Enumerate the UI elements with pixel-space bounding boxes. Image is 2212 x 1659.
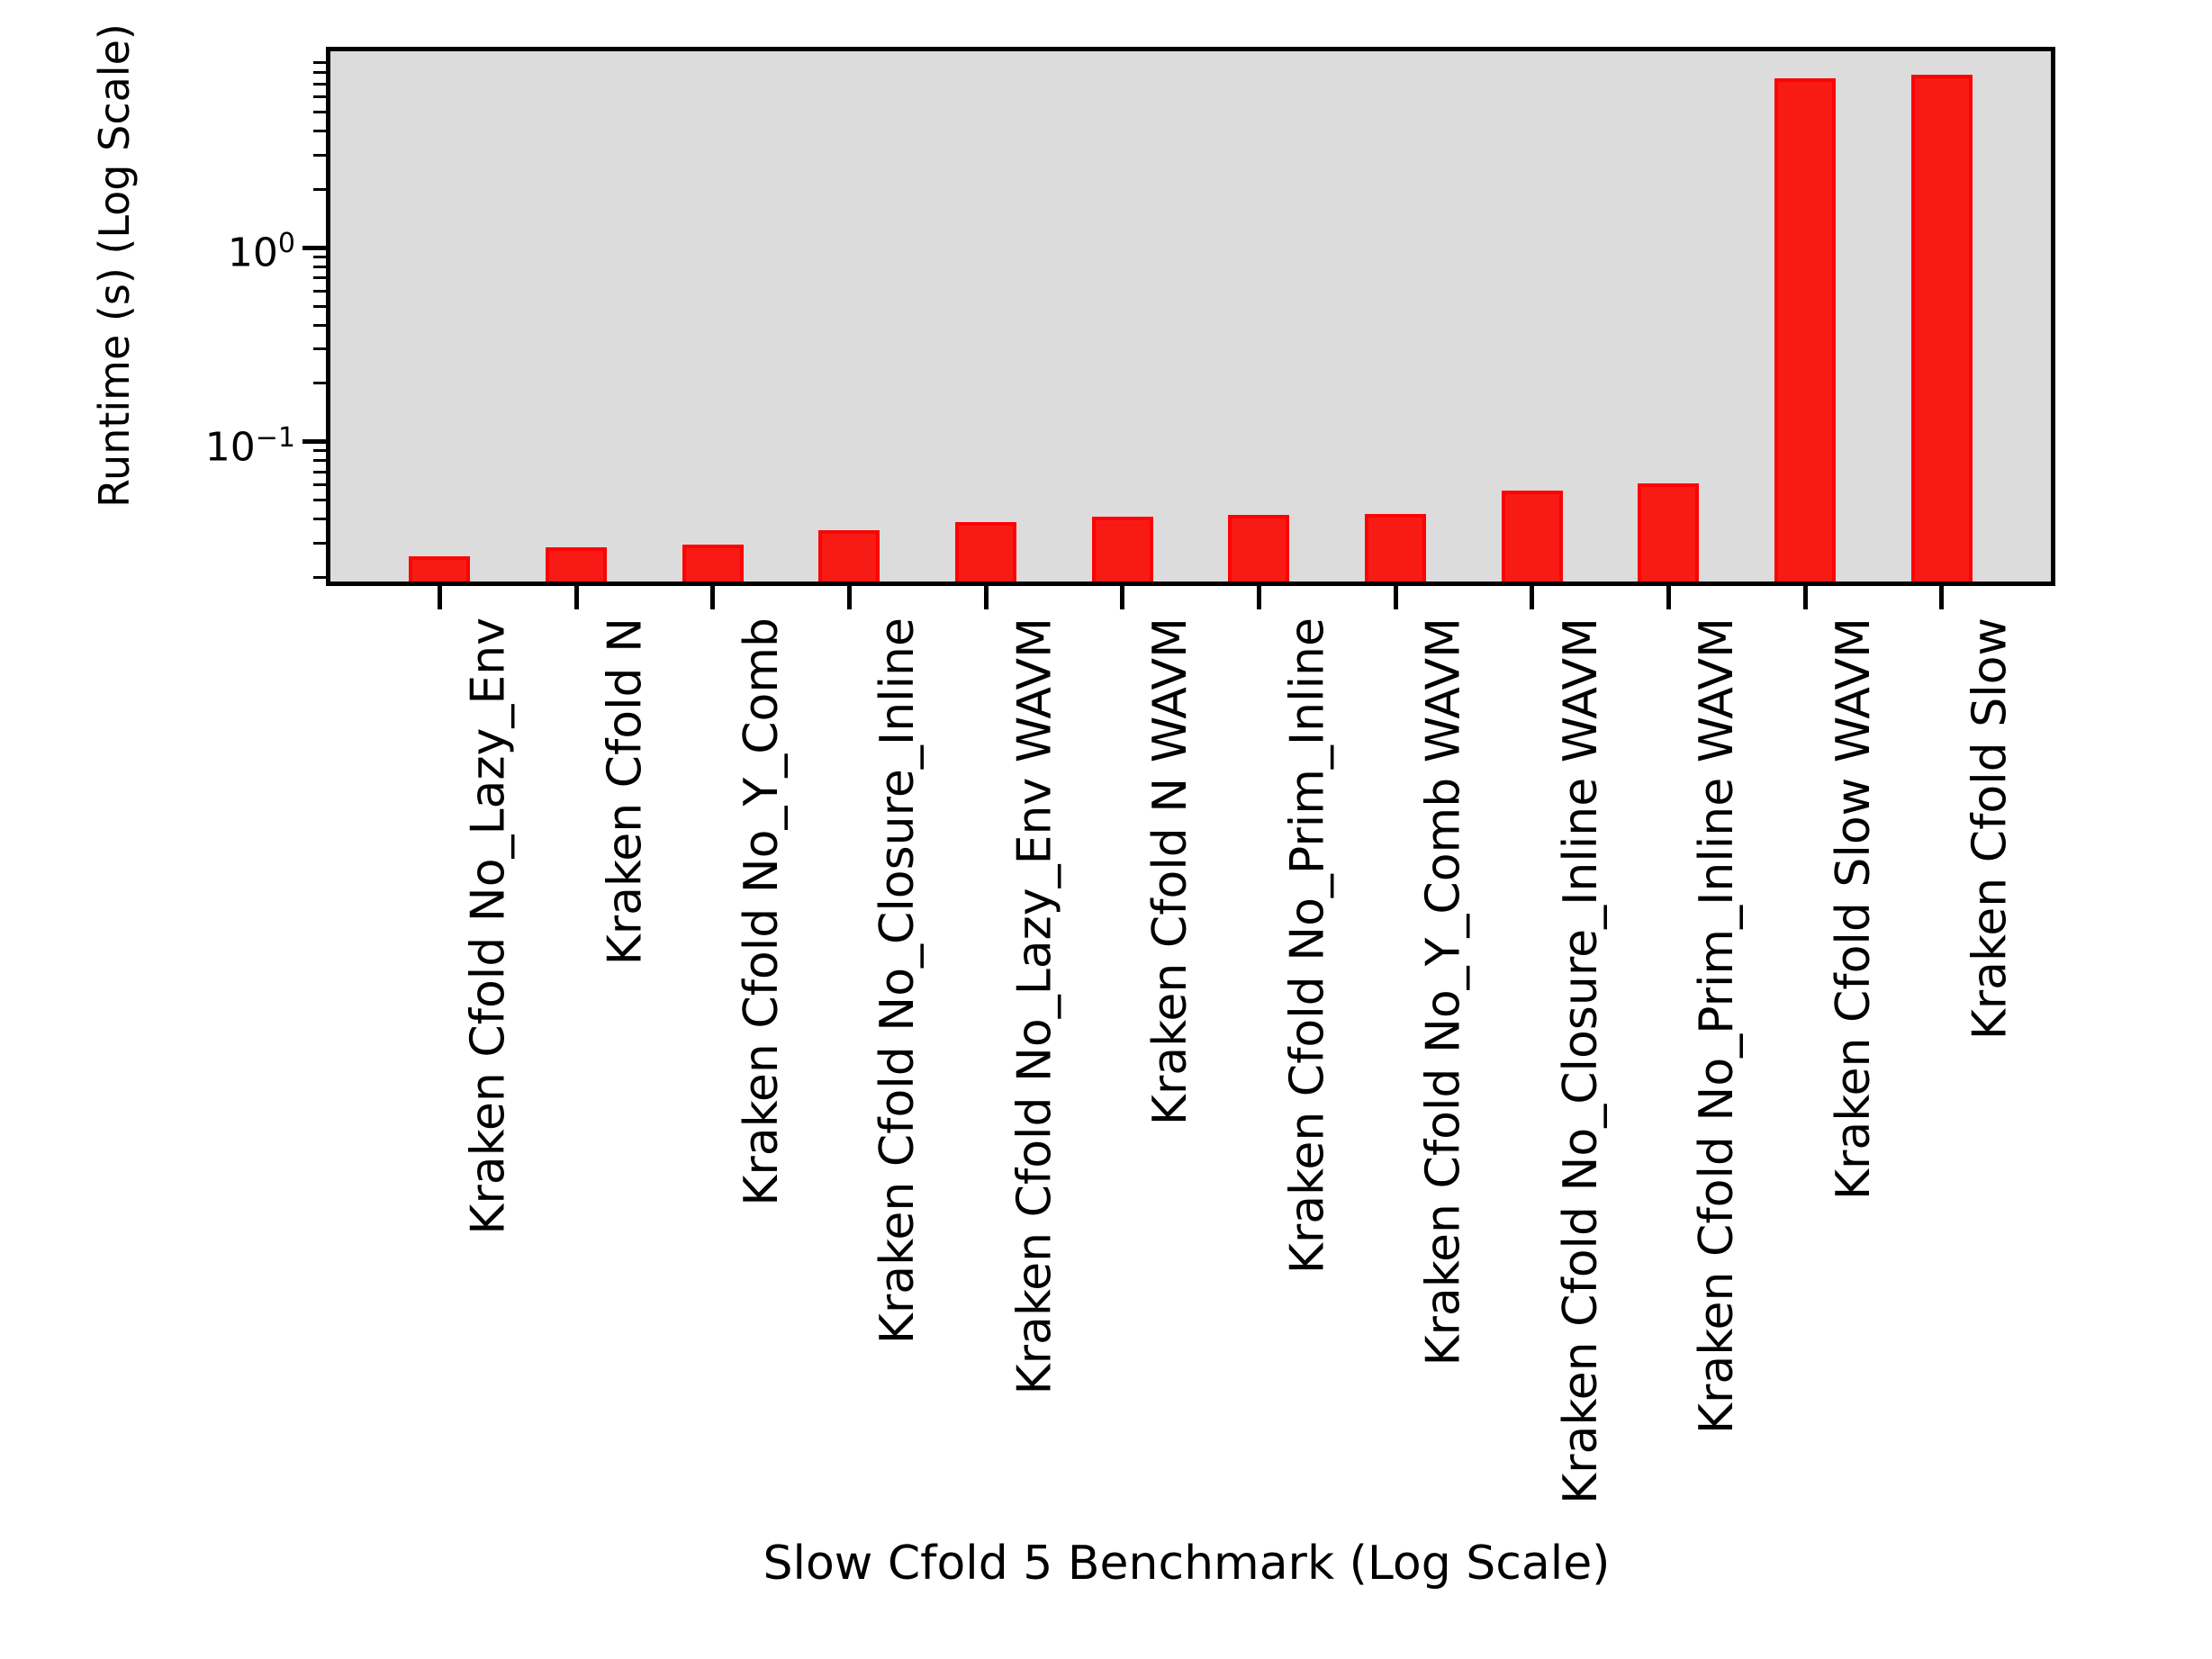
bar: [409, 556, 471, 582]
x-tick-label: Kraken Cfold No_Lazy_Env: [461, 618, 516, 1235]
x-major-tick: [1393, 586, 1398, 609]
y-minor-tick: [313, 289, 326, 293]
y-minor-tick: [313, 517, 326, 520]
x-major-tick: [1939, 586, 1945, 609]
y-minor-tick: [313, 255, 326, 258]
x-tick-label: Kraken Cfold No_Closure_Inline: [871, 618, 925, 1345]
y-minor-tick: [313, 188, 326, 192]
x-major-tick: [710, 586, 716, 609]
y-minor-tick: [313, 71, 326, 75]
x-major-tick: [1666, 586, 1671, 609]
y-minor-tick: [313, 61, 326, 65]
bars-layer: [330, 51, 2051, 582]
y-minor-tick: [313, 459, 326, 463]
y-minor-tick: [313, 154, 326, 158]
y-tick-label: 100: [227, 228, 295, 277]
y-minor-tick: [313, 95, 326, 99]
y-minor-tick: [313, 449, 326, 453]
x-major-tick: [1120, 586, 1125, 609]
x-major-tick: [846, 586, 852, 609]
bar: [818, 529, 880, 582]
x-tick-label: Kraken Cfold Slow: [1963, 618, 2018, 1041]
y-minor-tick: [313, 347, 326, 351]
y-major-tick: [302, 245, 326, 250]
bar: [955, 521, 1016, 582]
y-minor-tick: [313, 575, 326, 579]
x-major-tick: [1802, 586, 1808, 609]
bar: [546, 547, 607, 582]
x-tick-label: Kraken Cfold No_Prim_Inline: [1280, 618, 1335, 1275]
y-minor-tick: [313, 541, 326, 545]
x-tick-label: Kraken Cfold No_Closure_Inline WAVM: [1553, 618, 1608, 1504]
y-minor-tick: [313, 304, 326, 308]
bar: [1910, 75, 1973, 582]
y-minor-tick: [313, 82, 326, 86]
bar: [1501, 490, 1563, 582]
x-major-tick: [573, 586, 579, 609]
bar: [1091, 517, 1153, 582]
x-major-tick: [1256, 586, 1261, 609]
x-tick-label: Kraken Cfold No_Lazy_Env WAVM: [1007, 618, 1061, 1395]
x-axis-label: Slow Cfold 5 Benchmark (Log Scale): [763, 1537, 1611, 1591]
x-major-tick: [437, 586, 442, 609]
y-minor-tick: [313, 111, 326, 114]
x-major-tick: [1530, 586, 1535, 609]
y-minor-tick: [313, 265, 326, 268]
y-minor-tick: [313, 382, 326, 385]
y-major-tick: [302, 439, 326, 445]
y-minor-tick: [313, 470, 326, 473]
y-minor-tick: [313, 130, 326, 133]
bar: [1228, 514, 1290, 582]
x-tick-label: Kraken Cfold N WAVM: [1143, 618, 1198, 1126]
plot-area: [326, 47, 2055, 586]
y-minor-tick: [313, 482, 326, 486]
x-tick-label: Kraken Cfold No_Y_Comb: [734, 618, 789, 1206]
x-tick-label: Kraken Cfold N: [598, 618, 652, 966]
y-minor-tick: [313, 323, 326, 327]
x-tick-label: Kraken Cfold Slow WAVM: [1827, 618, 1881, 1201]
bar: [1365, 513, 1426, 582]
bar: [682, 544, 744, 582]
bar: [1774, 77, 1836, 582]
y-tick-label: 10−1: [204, 421, 295, 471]
y-axis-label: Runtime (s) (Log Scale): [90, 23, 139, 508]
y-minor-tick: [313, 499, 326, 501]
bar: [1638, 482, 1700, 582]
y-minor-tick: [313, 276, 326, 280]
x-tick-label: Kraken Cfold No_Y_Comb WAVM: [1417, 618, 1471, 1366]
x-major-tick: [983, 586, 989, 609]
x-tick-label: Kraken Cfold No_Prim_Inline WAVM: [1690, 618, 1745, 1435]
